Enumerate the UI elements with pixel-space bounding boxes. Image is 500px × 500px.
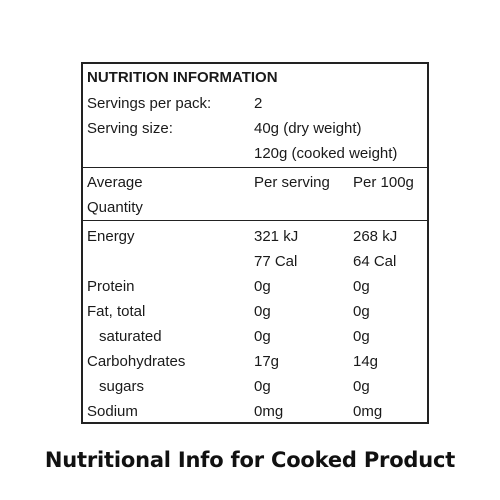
serving-size-dry: 40g (dry weight) <box>254 120 362 137</box>
nutrient-label: Carbohydrates <box>87 353 186 370</box>
servings-label: Servings per pack: <box>87 95 212 112</box>
per-serving-value: 17g <box>254 353 280 370</box>
serving-size-cooked: 120g (cooked weight) <box>254 145 398 162</box>
divider-header-top <box>83 167 427 168</box>
per-100g-value: 0g <box>353 328 370 345</box>
per-100g-value: 268 kJ <box>353 228 398 245</box>
nutrient-label: Sodium <box>87 403 138 420</box>
per-serving-value: 0g <box>254 303 271 320</box>
nutrient-label: Energy <box>87 228 135 245</box>
serving-size-label: Serving size: <box>87 120 173 137</box>
per-serving-value: 0g <box>254 278 271 295</box>
divider-header-bottom <box>83 220 427 221</box>
nutrient-label: sugars <box>99 378 145 395</box>
nutrient-label: saturated <box>99 328 162 345</box>
header-per-100g: Per 100g <box>353 174 414 191</box>
per-100g-value: 0g <box>353 378 370 395</box>
per-serving-value: 77 Cal <box>254 253 298 270</box>
per-100g-value: 0mg <box>353 403 383 420</box>
servings-value: 2 <box>254 95 263 112</box>
header-quantity: Quantity <box>87 199 143 216</box>
per-serving-value: 0g <box>254 378 271 395</box>
header-per-serving: Per serving <box>254 174 330 191</box>
nutrient-label: Fat, total <box>87 303 146 320</box>
per-100g-value: 14g <box>353 353 379 370</box>
panel-title: NUTRITION INFORMATION <box>87 69 278 86</box>
per-100g-value: 64 Cal <box>353 253 397 270</box>
per-serving-value: 321 kJ <box>254 228 299 245</box>
caption: Nutritional Info for Cooked Product <box>44 448 456 472</box>
per-serving-value: 0mg <box>254 403 284 420</box>
per-serving-value: 0g <box>254 328 271 345</box>
nutrient-label: Protein <box>87 278 135 295</box>
nutrition-panel: NUTRITION INFORMATION Servings per pack:… <box>81 62 429 424</box>
per-100g-value: 0g <box>353 303 370 320</box>
per-100g-value: 0g <box>353 278 370 295</box>
header-average: Average <box>87 174 143 191</box>
